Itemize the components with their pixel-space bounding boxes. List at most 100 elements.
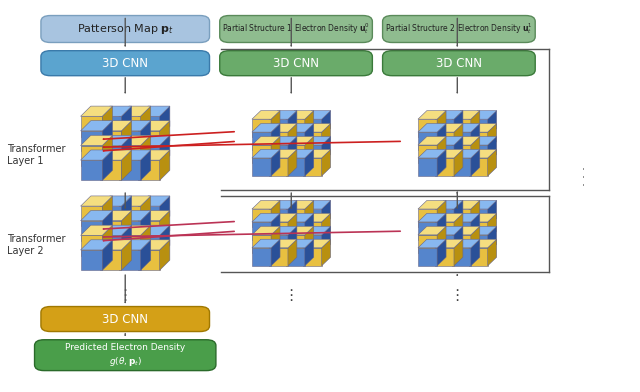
Polygon shape	[468, 222, 488, 240]
Polygon shape	[303, 158, 322, 176]
Polygon shape	[252, 222, 271, 240]
Polygon shape	[252, 226, 280, 235]
Polygon shape	[454, 123, 463, 150]
Polygon shape	[303, 235, 322, 253]
Polygon shape	[418, 248, 437, 266]
Polygon shape	[285, 222, 305, 240]
Polygon shape	[454, 200, 463, 227]
Polygon shape	[435, 119, 454, 137]
Polygon shape	[252, 235, 271, 253]
Polygon shape	[100, 206, 122, 227]
Polygon shape	[269, 226, 297, 235]
FancyBboxPatch shape	[383, 16, 535, 42]
Polygon shape	[305, 149, 314, 176]
Text: Patterson Map $\mathbf{p}_t$: Patterson Map $\mathbf{p}_t$	[77, 22, 174, 36]
Polygon shape	[100, 250, 122, 270]
Polygon shape	[418, 213, 446, 222]
Polygon shape	[285, 123, 314, 132]
FancyBboxPatch shape	[41, 51, 209, 76]
Polygon shape	[138, 235, 159, 256]
Polygon shape	[100, 240, 132, 250]
Text: 3D CNN: 3D CNN	[102, 312, 148, 325]
Polygon shape	[468, 123, 497, 132]
Polygon shape	[119, 135, 151, 145]
Polygon shape	[285, 119, 305, 137]
Polygon shape	[285, 248, 305, 266]
Polygon shape	[454, 149, 463, 176]
Polygon shape	[322, 239, 331, 266]
Polygon shape	[138, 145, 159, 166]
Polygon shape	[81, 221, 102, 241]
Polygon shape	[100, 116, 122, 136]
Polygon shape	[471, 123, 480, 150]
Polygon shape	[252, 111, 280, 119]
Polygon shape	[138, 160, 159, 180]
Polygon shape	[138, 135, 170, 145]
Polygon shape	[285, 111, 314, 119]
Polygon shape	[122, 121, 132, 151]
Text: Transformer
Layer 1: Transformer Layer 1	[7, 144, 65, 166]
Polygon shape	[418, 239, 446, 248]
Polygon shape	[138, 121, 170, 131]
Polygon shape	[138, 240, 170, 250]
Polygon shape	[452, 145, 471, 163]
Polygon shape	[322, 149, 331, 176]
Polygon shape	[159, 135, 170, 166]
Text: Partial Structure 1 Electron Density $\mathbf{u}_t^0$: Partial Structure 1 Electron Density $\m…	[222, 22, 370, 36]
Polygon shape	[303, 209, 322, 227]
Polygon shape	[138, 116, 159, 136]
Text: Transformer
Layer 2: Transformer Layer 2	[7, 234, 65, 256]
Polygon shape	[305, 136, 314, 163]
Polygon shape	[252, 119, 271, 137]
Polygon shape	[303, 136, 331, 145]
Polygon shape	[141, 106, 151, 136]
Polygon shape	[322, 213, 331, 240]
Polygon shape	[269, 222, 288, 240]
Polygon shape	[303, 239, 331, 248]
Polygon shape	[141, 225, 151, 256]
Polygon shape	[288, 239, 297, 266]
FancyBboxPatch shape	[41, 16, 209, 42]
Polygon shape	[102, 240, 113, 270]
Polygon shape	[252, 209, 271, 227]
Polygon shape	[437, 123, 446, 150]
Polygon shape	[100, 135, 132, 145]
Polygon shape	[159, 196, 170, 227]
Polygon shape	[452, 239, 480, 248]
Polygon shape	[81, 150, 113, 160]
Polygon shape	[271, 149, 280, 176]
Polygon shape	[288, 200, 297, 227]
Polygon shape	[119, 240, 151, 250]
Polygon shape	[435, 209, 454, 227]
Polygon shape	[305, 200, 314, 227]
Polygon shape	[322, 123, 331, 150]
Polygon shape	[119, 106, 151, 116]
Polygon shape	[454, 226, 463, 253]
Polygon shape	[305, 213, 314, 240]
Polygon shape	[102, 135, 113, 166]
Polygon shape	[468, 149, 497, 158]
FancyBboxPatch shape	[220, 51, 372, 76]
Polygon shape	[269, 248, 288, 266]
Polygon shape	[269, 119, 288, 137]
Polygon shape	[418, 136, 446, 145]
Polygon shape	[269, 213, 297, 222]
Polygon shape	[468, 239, 497, 248]
Polygon shape	[303, 248, 322, 266]
Polygon shape	[418, 111, 446, 119]
Polygon shape	[159, 240, 170, 270]
Polygon shape	[81, 250, 102, 270]
Polygon shape	[269, 239, 297, 248]
Polygon shape	[102, 106, 113, 136]
Polygon shape	[252, 149, 280, 158]
Polygon shape	[269, 111, 297, 119]
Polygon shape	[100, 221, 122, 241]
Polygon shape	[141, 121, 151, 151]
Polygon shape	[119, 211, 151, 221]
Polygon shape	[305, 123, 314, 150]
Polygon shape	[119, 160, 141, 180]
Polygon shape	[122, 240, 132, 270]
Polygon shape	[122, 135, 132, 166]
Polygon shape	[468, 132, 488, 150]
Polygon shape	[488, 123, 497, 150]
